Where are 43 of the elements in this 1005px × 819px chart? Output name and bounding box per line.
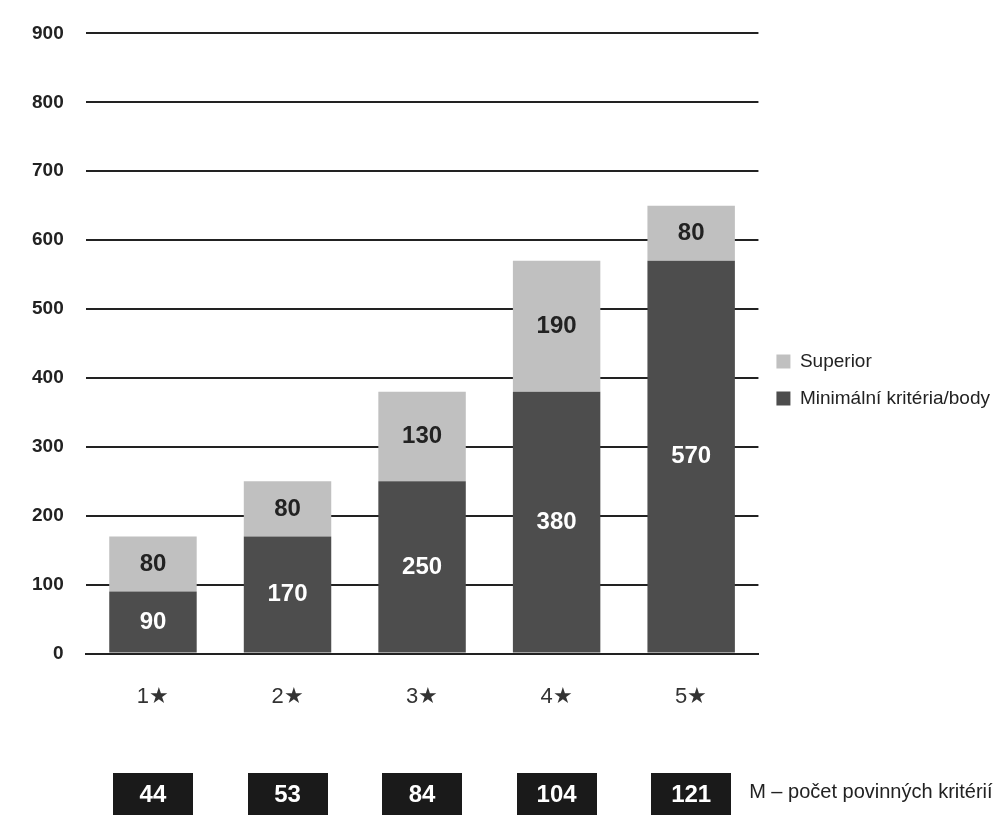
y-tick-label: 800	[32, 90, 64, 112]
bar	[512, 391, 601, 653]
text: 53	[247, 773, 328, 815]
data-label: 170	[267, 579, 308, 607]
bar	[378, 391, 466, 482]
y-tick-label: 200	[32, 504, 64, 526]
text: 104	[516, 773, 597, 815]
text: 44	[112, 773, 193, 815]
data-label: 130	[402, 421, 443, 449]
x-tick-label: 4★	[540, 682, 573, 708]
y-tick-label: 400	[32, 366, 64, 388]
x-tick-label: 1★	[136, 682, 170, 708]
data-label: 250	[402, 551, 443, 579]
bar	[512, 260, 601, 392]
data-label: 80	[139, 548, 167, 576]
data-label: 90	[139, 606, 167, 634]
bar	[378, 481, 466, 653]
y-tick-label: 100	[32, 572, 64, 594]
y-tick-label: 900	[32, 21, 64, 43]
legend-label: Superior	[799, 349, 873, 371]
bar	[109, 536, 197, 592]
x-tick-label: 2★	[271, 682, 304, 708]
bar	[243, 481, 332, 537]
text: 84	[382, 773, 463, 815]
data-label: 80	[274, 493, 301, 521]
y-tick-label: 500	[32, 297, 64, 319]
bar	[243, 536, 332, 653]
data-label: 570	[671, 441, 712, 469]
text: M – počet povinných kritérií	[749, 780, 993, 803]
data-label: 380	[536, 506, 577, 534]
y-tick-label: 600	[32, 228, 64, 250]
bar	[109, 591, 197, 653]
bar	[647, 260, 735, 653]
legend-label: Minimální kritéria/body	[799, 386, 991, 408]
y-tick-label: 0	[53, 641, 64, 663]
text: 121	[651, 773, 732, 815]
bar	[647, 205, 735, 261]
data-label: 80	[677, 217, 705, 245]
x-tick-label: 5★	[675, 682, 708, 708]
y-tick-label: 300	[32, 435, 64, 457]
x-tick-label: 3★	[405, 682, 439, 708]
y-tick-label: 700	[32, 159, 64, 181]
data-label: 190	[536, 310, 577, 338]
